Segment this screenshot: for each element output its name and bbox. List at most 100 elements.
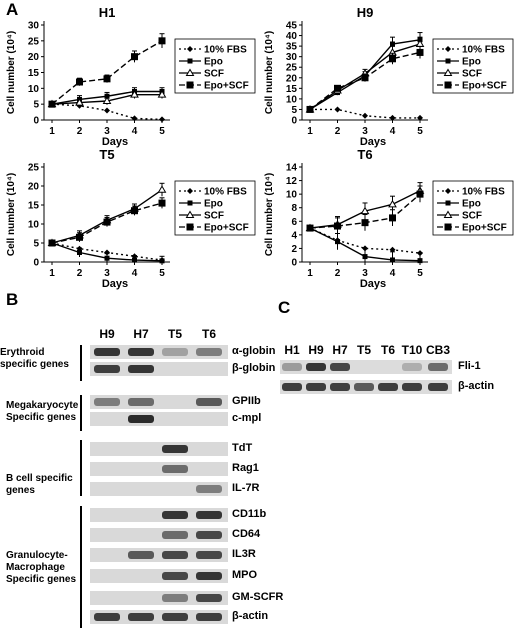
y-tick-label: 0	[33, 258, 39, 269]
legend-entry: 10% FBS	[462, 45, 505, 56]
legend-entry: Epo	[462, 57, 481, 68]
blot-row	[90, 345, 228, 359]
y-tick-label: 10	[286, 190, 298, 201]
data-point	[389, 214, 396, 222]
gene-label: β-globin	[232, 362, 276, 374]
x-tick-label: 4	[390, 126, 396, 137]
data-point	[389, 55, 396, 63]
y-tick-label: 5	[33, 100, 39, 111]
y-tick-label: 5	[291, 105, 297, 116]
y-tick-label: 0	[291, 116, 297, 127]
blot-row	[90, 482, 228, 496]
lane-label: H7	[133, 327, 149, 341]
data-point	[416, 48, 424, 56]
blot-band	[162, 511, 188, 519]
blot-band	[162, 348, 188, 356]
gene-label: β-actin	[232, 610, 269, 622]
data-point	[389, 114, 396, 121]
blot-band	[94, 398, 120, 406]
legend-entry: Epo	[462, 199, 481, 210]
legend-entry: Epo	[204, 57, 223, 68]
blot-row	[90, 610, 228, 624]
data-point	[131, 115, 138, 122]
gene-label: Rag1	[232, 462, 259, 474]
legend-marker	[445, 46, 451, 52]
blot-row	[90, 548, 228, 562]
blot-band	[196, 485, 222, 493]
y-axis-label: Cell number (10⁴)	[6, 173, 17, 256]
x-tick-label: 3	[362, 268, 368, 279]
y-tick-label: 0	[291, 258, 297, 269]
y-tick-label: 8	[291, 203, 297, 214]
data-point	[306, 224, 314, 232]
data-point	[103, 75, 111, 83]
blot-band	[428, 383, 448, 391]
legend-entry: Epo	[204, 199, 223, 210]
data-point	[390, 41, 395, 47]
legend-marker	[187, 200, 193, 206]
data-point	[361, 219, 369, 227]
y-tick-label: 6	[291, 217, 297, 228]
blot-band	[196, 398, 222, 406]
lane-label: H1	[284, 343, 300, 357]
x-tick-label: 2	[77, 268, 83, 279]
legend-entry: 10% FBS	[204, 45, 247, 56]
gene-label: CD64	[232, 528, 261, 540]
y-tick-label: 14	[286, 163, 298, 174]
y-tick-label: 15	[28, 68, 40, 79]
y-tick-label: 15	[28, 201, 40, 212]
blot-row	[280, 380, 452, 394]
data-point	[388, 199, 397, 208]
y-tick-label: 25	[286, 63, 298, 74]
legend-marker	[443, 68, 453, 76]
chart-title: T5	[99, 147, 114, 162]
y-tick-label: 30	[286, 52, 298, 63]
data-point	[306, 105, 314, 113]
series-line	[309, 227, 421, 254]
data-point	[76, 233, 83, 241]
data-point	[75, 98, 84, 106]
blot-band	[128, 551, 154, 559]
blot-row	[90, 442, 228, 456]
x-tick-label: 5	[417, 268, 423, 279]
x-tick-label: 2	[77, 126, 83, 137]
y-tick-label: 10	[28, 220, 40, 231]
x-tick-label: 1	[49, 126, 55, 137]
x-tick-label: 4	[132, 126, 138, 137]
blot-band	[162, 613, 188, 621]
blot-band	[354, 383, 374, 391]
y-tick-label: 15	[286, 84, 298, 95]
group-bracket-bcell	[80, 440, 82, 496]
data-point	[390, 257, 395, 263]
legend-marker	[187, 46, 193, 52]
data-point	[76, 78, 83, 86]
lane-label: T6	[380, 343, 395, 357]
gene-label: β-actin	[458, 380, 495, 392]
data-point	[334, 106, 341, 113]
data-point	[157, 90, 167, 98]
y-axis-label: Cell number (10⁴)	[264, 173, 275, 256]
blot-band	[94, 613, 120, 621]
gene-label: Fli-1	[458, 360, 481, 372]
data-point	[159, 116, 165, 123]
chart-title: T6	[357, 147, 372, 162]
legend-marker	[443, 210, 453, 218]
data-point	[104, 93, 110, 99]
data-point	[361, 74, 369, 82]
legend-entry: Epo+SCF	[204, 223, 249, 234]
legend-entry: Epo+SCF	[462, 223, 507, 234]
legend-marker	[445, 200, 451, 206]
y-tick-label: 2	[291, 244, 297, 255]
y-tick-label: 20	[286, 73, 298, 84]
data-point	[48, 239, 56, 247]
group-label-erythroid: Erythroid specific genes	[0, 347, 69, 370]
blot-band	[196, 511, 222, 519]
y-tick-label: 45	[286, 21, 298, 32]
blot-band	[282, 383, 302, 391]
blot-band	[162, 594, 188, 602]
x-axis-label: Days	[360, 136, 386, 148]
blot-band	[162, 445, 188, 453]
blot-band	[196, 572, 222, 580]
blot-band	[128, 613, 154, 621]
y-tick-label: 12	[286, 176, 298, 187]
